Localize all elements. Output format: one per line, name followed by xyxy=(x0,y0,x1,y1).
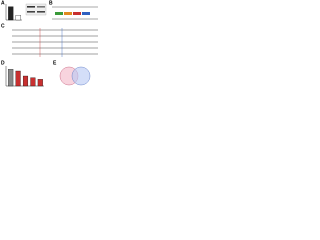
bar xyxy=(22,75,29,87)
panel-label: A xyxy=(1,0,5,6)
page: {"panels": { "a": {"label": "A", "values… xyxy=(0,0,100,89)
western-blot xyxy=(25,3,47,16)
panel-label: E xyxy=(53,60,57,66)
panel-label: C xyxy=(1,23,5,29)
bar xyxy=(15,15,21,21)
construct-diagram xyxy=(52,6,98,20)
bar xyxy=(15,70,21,87)
bar xyxy=(37,79,43,87)
panel-label: D xyxy=(1,60,5,66)
bar xyxy=(8,69,14,87)
genome-tracks xyxy=(12,28,98,57)
bar xyxy=(30,77,36,87)
figure: A B C D E xyxy=(1,0,98,87)
bar xyxy=(8,6,14,21)
venn-diagram xyxy=(59,66,91,86)
panel-label: B xyxy=(49,0,53,6)
